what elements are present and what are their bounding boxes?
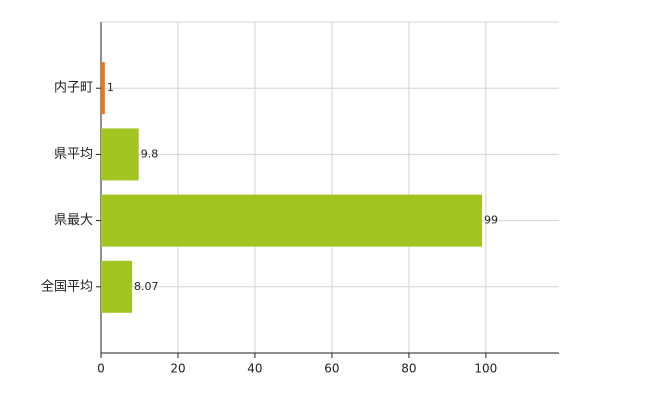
bar <box>101 260 133 313</box>
y-tick-label: 内子町 <box>54 80 93 96</box>
y-tick-label: 県平均 <box>54 147 93 162</box>
y-tick-label: 県最大 <box>54 213 93 228</box>
x-tick-label: 100 <box>474 362 497 376</box>
data-label: 9.8 <box>141 147 159 160</box>
data-label: 1 <box>107 81 114 94</box>
bar <box>101 128 139 181</box>
x-tick-label: 0 <box>97 362 105 376</box>
x-tick-label: 40 <box>247 362 262 376</box>
x-tick-label: 20 <box>170 362 185 376</box>
x-tick-label: 80 <box>401 362 416 376</box>
bar <box>101 194 483 247</box>
bar <box>101 62 105 115</box>
data-label: 8.07 <box>134 280 159 293</box>
y-tick-label: 全国平均 <box>41 278 93 294</box>
x-tick-label: 60 <box>324 362 339 376</box>
data-label: 99 <box>484 214 498 227</box>
